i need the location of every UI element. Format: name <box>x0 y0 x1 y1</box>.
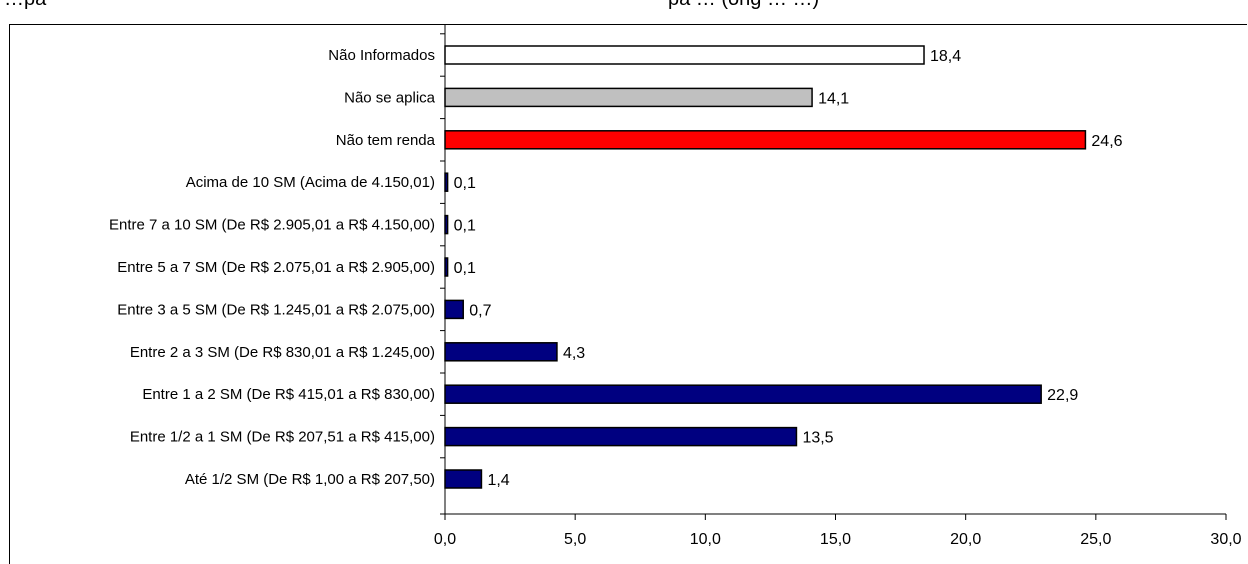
x-axis: 0,0 5,0 10,0 15,0 20,0 25,0 30,0 <box>434 24 1242 548</box>
x-tick-label: 0,0 <box>434 531 456 548</box>
data-label: 22,9 <box>1047 387 1078 404</box>
x-tick-label: 15,0 <box>820 531 851 548</box>
bar <box>444 299 464 320</box>
data-label: 0,1 <box>454 175 476 192</box>
chart-frame <box>9 24 1247 564</box>
category-label: Entre 1/2 a 1 SM (De R$ 207,51 a R$ 415,… <box>130 429 435 446</box>
x-tick-label: 10,0 <box>690 531 721 548</box>
bar <box>444 87 813 108</box>
bar <box>444 426 798 447</box>
bar <box>444 45 925 65</box>
category-label: Entre 3 a 5 SM (De R$ 1.245,01 a R$ 2.07… <box>117 301 435 318</box>
category-label: Não se aplica <box>344 89 436 106</box>
x-tick-label: 30,0 <box>1210 531 1241 548</box>
category-label: Acima de 10 SM (Acima de 4.150,01) <box>186 174 435 191</box>
data-label: 1,4 <box>487 472 509 489</box>
data-label: 18,4 <box>930 48 961 65</box>
bar <box>444 130 1087 150</box>
category-label: Até 1/2 SM (De R$ 1,00 a R$ 207,50) <box>185 471 435 488</box>
category-label: Entre 5 a 7 SM (De R$ 2.075,01 a R$ 2.90… <box>117 259 435 276</box>
title-right-fragment: pa … (ong … …) <box>668 0 819 10</box>
data-label: 24,6 <box>1091 133 1122 150</box>
category-label: Entre 2 a 3 SM (De R$ 830,01 a R$ 1.245,… <box>130 344 435 361</box>
income-bar-chart: Não Informados 18,4 Não se aplica 14,1 Não t… <box>109 24 1242 548</box>
data-label: 0,1 <box>454 218 476 235</box>
category-label: Entre 1 a 2 SM (De R$ 415,01 a R$ 830,00… <box>142 386 435 403</box>
bar <box>444 469 483 489</box>
data-label: 13,5 <box>802 430 833 447</box>
data-label: 0,7 <box>469 302 491 319</box>
data-label: 0,1 <box>454 260 476 277</box>
title-left-fragment: …pa <box>4 0 46 10</box>
data-label: 14,1 <box>818 90 849 107</box>
category-label: Não tem renda <box>336 132 436 149</box>
x-tick-label: 20,0 <box>950 531 981 548</box>
chart-title-strip: …pa pa … (ong … …) <box>0 0 1248 10</box>
bar <box>444 342 558 362</box>
bar <box>444 384 1042 404</box>
x-tick-label: 25,0 <box>1080 531 1111 548</box>
x-tick-label: 5,0 <box>564 531 586 548</box>
category-label: Entre 7 a 10 SM (De R$ 2.905,01 a R$ 4.1… <box>109 217 435 234</box>
data-label: 4,3 <box>563 345 585 362</box>
bars-layer: Não Informados 18,4 Não se aplica 14,1 Não t… <box>109 45 1123 489</box>
category-label: Não Informados <box>328 47 435 64</box>
